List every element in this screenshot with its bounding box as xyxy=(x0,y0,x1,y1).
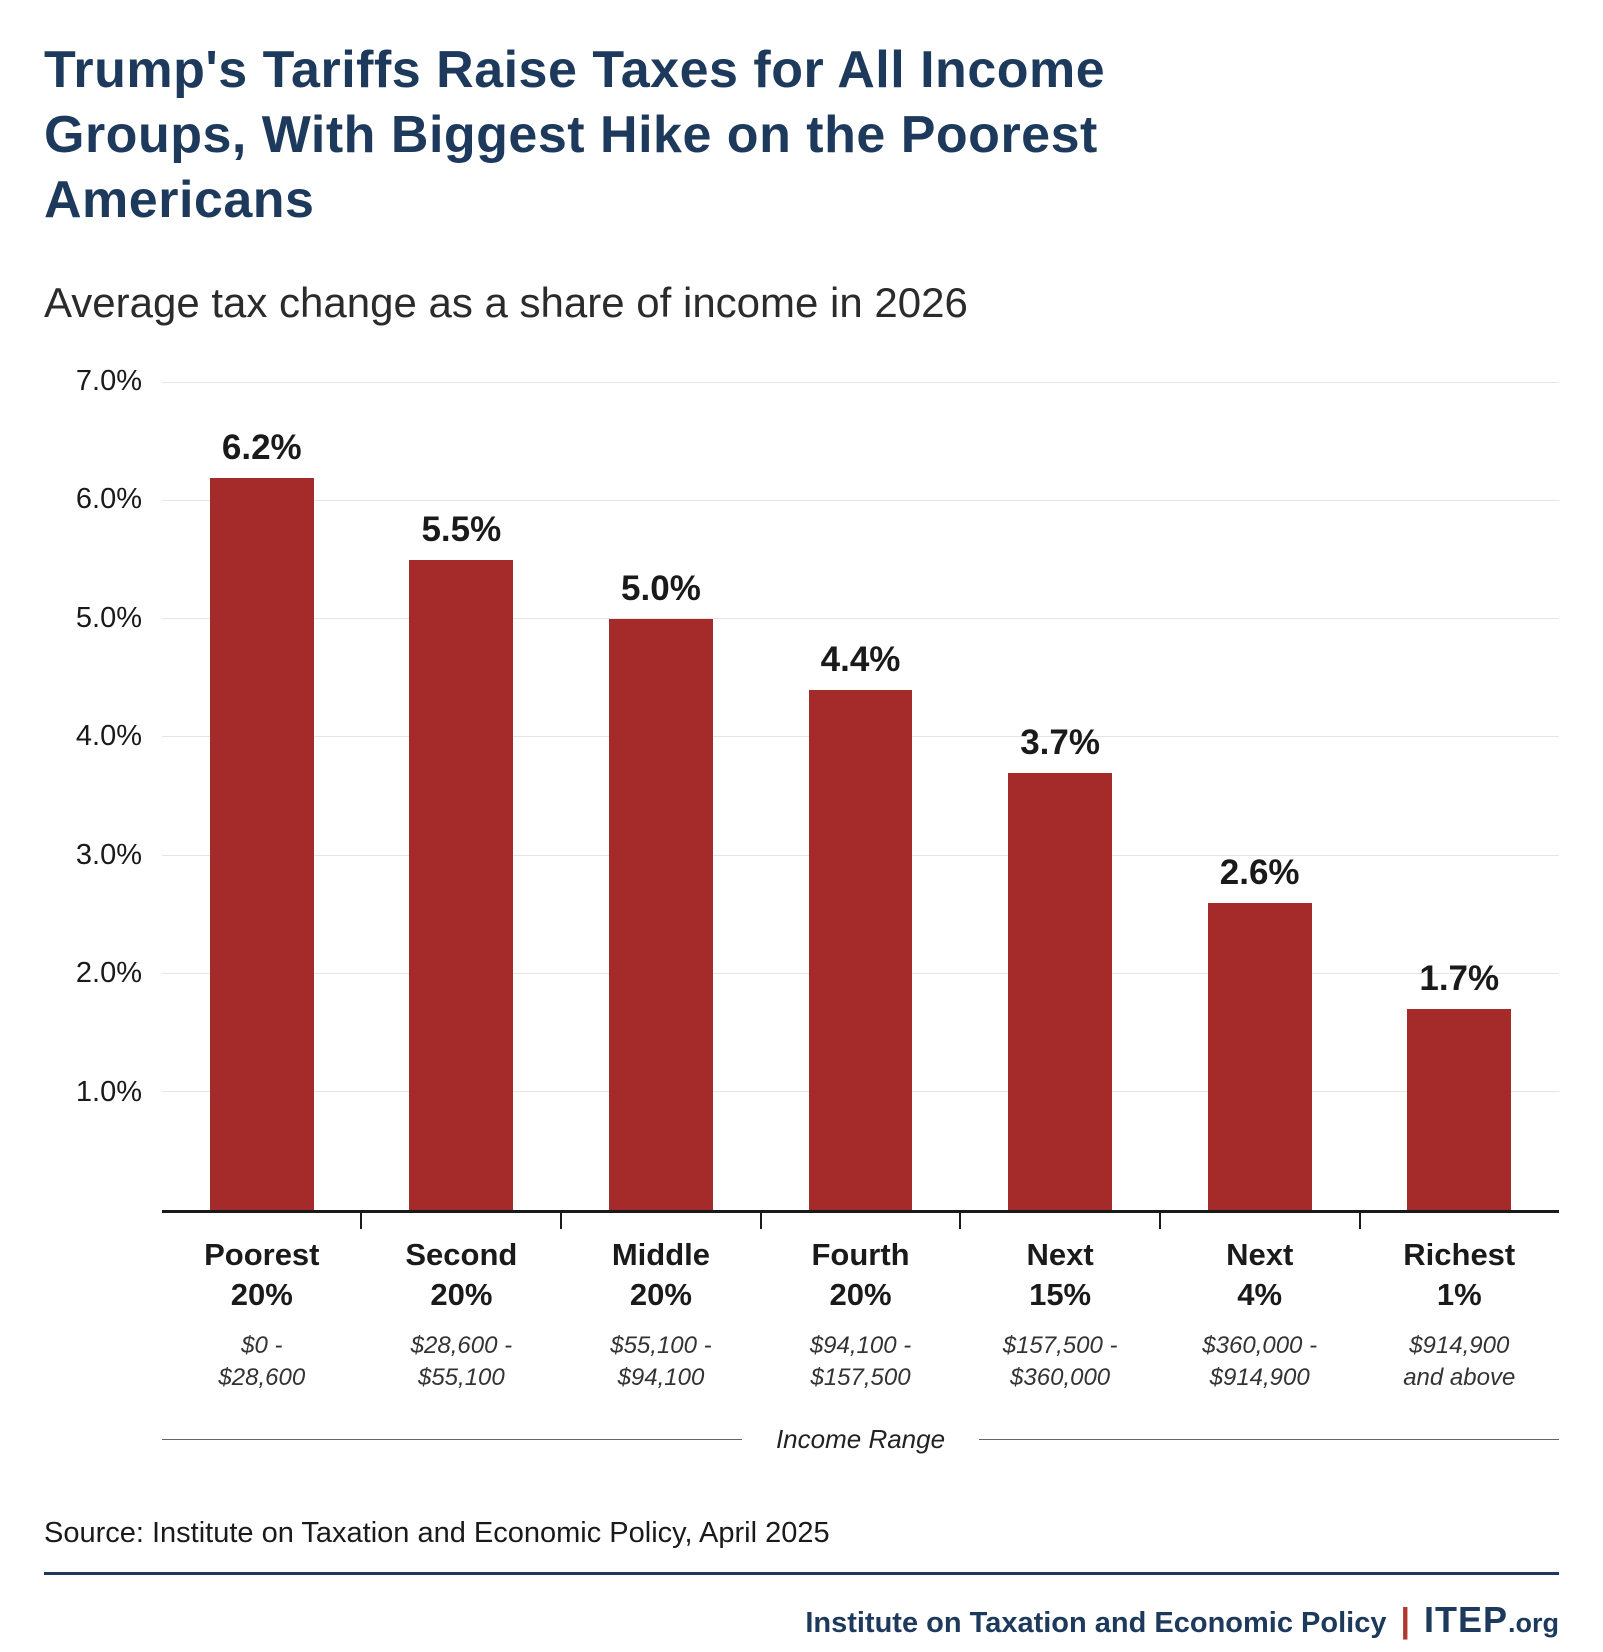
x-axis-ticks xyxy=(162,1213,1559,1229)
category-cell: Richest 1% $914,900 and above xyxy=(1359,1235,1559,1394)
category-income-range: $157,500 - $360,000 xyxy=(1002,1331,1118,1391)
x-tick xyxy=(1361,1213,1559,1229)
category-cell: Middle 20% $55,100 - $94,100 xyxy=(561,1235,761,1394)
category-label: Middle 20% xyxy=(611,1237,711,1313)
bar-column: 1.7% xyxy=(1359,383,1559,1210)
bar xyxy=(808,690,913,1210)
bar-chart: 1.0% 2.0% 3.0% 4.0% 5.0% 6.0% 7.0% 6.2% 5.5% 5.0… xyxy=(44,365,1560,1455)
itep-logo: ITEP.org xyxy=(1424,1599,1559,1641)
bar-column: 5.5% xyxy=(362,383,562,1210)
source-note: Source: Institute on Taxation and Econom… xyxy=(44,1517,830,1550)
footer-org-name: Institute on Taxation and Economic Polic… xyxy=(805,1607,1387,1640)
x-axis-labels: Poorest 20% $0 - $28,600 Second 20% $28,600… xyxy=(162,1235,1559,1394)
bar-value-label: 4.4% xyxy=(820,640,901,680)
category-income-range: $55,100 - $94,100 xyxy=(610,1331,712,1391)
bar xyxy=(609,619,713,1210)
x-axis-title: Income Range xyxy=(775,1424,946,1455)
plot-area: 6.2% 5.5% 5.0% 4.4% 3.7% 2.6% 1.7% xyxy=(162,382,1559,1213)
itep-logo-suffix: .org xyxy=(1508,1608,1559,1639)
bar-column: 4.4% xyxy=(761,383,961,1210)
x-axis-title-row: Income Range xyxy=(162,1424,1560,1455)
category-income-range: $914,900 and above xyxy=(1403,1331,1516,1391)
y-tick-label: 2.0% xyxy=(75,957,142,990)
bar-value-label: 5.5% xyxy=(421,510,502,550)
bar xyxy=(209,477,314,1210)
x-tick xyxy=(162,1213,362,1229)
y-tick-label: 7.0% xyxy=(75,364,142,397)
bar-column: 3.7% xyxy=(960,383,1160,1210)
chart-body: 1.0% 2.0% 3.0% 4.0% 5.0% 6.0% 7.0% 6.2% 5.5% 5.0… xyxy=(44,365,1560,1455)
bar-value-label: 5.0% xyxy=(621,569,701,609)
category-label: Fourth 20% xyxy=(811,1237,910,1313)
footer: Institute on Taxation and Economic Polic… xyxy=(44,1599,1559,1641)
category-label: Second 20% xyxy=(405,1237,518,1313)
bar-column: 5.0% xyxy=(561,383,761,1210)
y-tick-label: 1.0% xyxy=(75,1075,142,1108)
chart-title: Trump's Tariffs Raise Taxes for All Inco… xyxy=(44,41,1106,229)
category-cell: Next 4% $360,000 - $914,900 xyxy=(1160,1235,1360,1394)
y-tick-label: 5.0% xyxy=(75,601,142,634)
y-tick-label: 6.0% xyxy=(75,483,142,516)
category-income-range: $360,000 - $914,900 xyxy=(1202,1331,1318,1391)
category-income-range: $94,100 - $157,500 xyxy=(809,1331,912,1391)
bar-value-label: 1.7% xyxy=(1419,959,1500,999)
bar-column: 6.2% xyxy=(162,383,362,1210)
x-tick xyxy=(362,1213,562,1229)
category-cell: Second 20% $28,600 - $55,100 xyxy=(362,1235,562,1394)
category-cell: Poorest 20% $0 - $28,600 xyxy=(162,1235,362,1394)
footer-separator: | xyxy=(1400,1602,1410,1641)
y-tick-label: 4.0% xyxy=(75,720,142,753)
itep-logo-main: ITEP xyxy=(1423,1599,1508,1641)
x-axis-title-line-right xyxy=(979,1439,1560,1441)
x-tick xyxy=(1161,1213,1362,1229)
category-label: Richest 1% xyxy=(1403,1237,1516,1313)
x-tick xyxy=(562,1213,762,1229)
category-cell: Next 15% $157,500 - $360,000 xyxy=(960,1235,1160,1394)
x-tick xyxy=(762,1213,962,1229)
x-tick xyxy=(961,1213,1162,1229)
category-income-range: $28,600 - $55,100 xyxy=(410,1331,513,1391)
bar xyxy=(1207,902,1312,1210)
category-label: Next 15% xyxy=(1026,1237,1094,1313)
category-income-range: $0 - $28,600 xyxy=(218,1331,306,1391)
bar xyxy=(1008,772,1112,1210)
bar-value-label: 2.6% xyxy=(1219,852,1300,892)
category-label: Next 4% xyxy=(1226,1237,1294,1313)
bar xyxy=(1407,1009,1512,1210)
gridline xyxy=(162,618,1559,620)
gridline xyxy=(162,382,1559,383)
plot-wrap: 6.2% 5.5% 5.0% 4.4% 3.7% 2.6% 1.7% Poorest 20%… xyxy=(162,382,1560,1455)
y-tick-label: 3.0% xyxy=(75,838,142,871)
category-cell: Fourth 20% $94,100 - $157,500 xyxy=(761,1235,961,1394)
category-label: Poorest 20% xyxy=(204,1237,320,1313)
chart-subtitle: Average tax change as a share of income … xyxy=(44,279,968,326)
bar-value-label: 6.2% xyxy=(221,427,302,467)
footer-divider xyxy=(44,1572,1559,1576)
x-axis-title-line-left xyxy=(162,1439,742,1441)
y-axis: 1.0% 2.0% 3.0% 4.0% 5.0% 6.0% 7.0% xyxy=(44,365,162,1213)
bar-value-label: 3.7% xyxy=(1020,722,1100,762)
bar-column: 2.6% xyxy=(1160,383,1360,1210)
gridline xyxy=(162,500,1559,502)
bar xyxy=(409,560,514,1210)
